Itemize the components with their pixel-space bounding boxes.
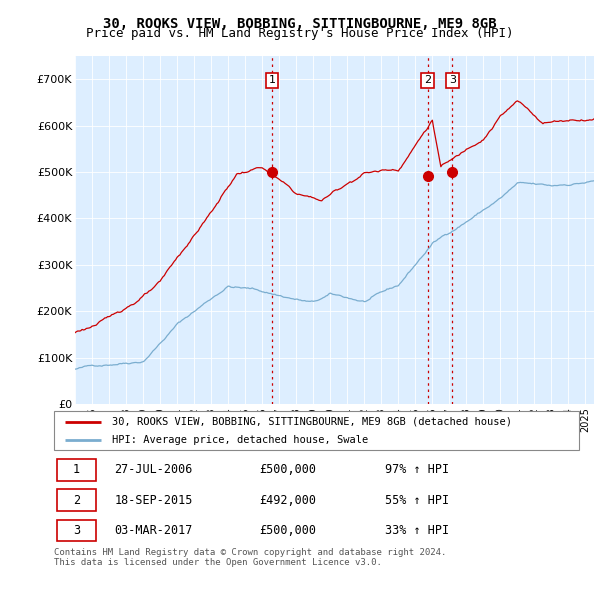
FancyBboxPatch shape: [56, 489, 96, 511]
FancyBboxPatch shape: [54, 411, 579, 450]
Text: 1: 1: [268, 76, 275, 86]
Text: Contains HM Land Registry data © Crown copyright and database right 2024.
This d: Contains HM Land Registry data © Crown c…: [54, 548, 446, 567]
Text: £500,000: £500,000: [259, 463, 316, 476]
Text: 3: 3: [449, 76, 456, 86]
Text: HPI: Average price, detached house, Swale: HPI: Average price, detached house, Swal…: [112, 435, 368, 445]
FancyBboxPatch shape: [56, 520, 96, 542]
Text: £492,000: £492,000: [259, 493, 316, 507]
Text: 18-SEP-2015: 18-SEP-2015: [115, 493, 193, 507]
Text: 30, ROOKS VIEW, BOBBING, SITTINGBOURNE, ME9 8GB (detached house): 30, ROOKS VIEW, BOBBING, SITTINGBOURNE, …: [112, 417, 512, 427]
Text: 2: 2: [73, 493, 80, 507]
Text: 30, ROOKS VIEW, BOBBING, SITTINGBOURNE, ME9 8GB: 30, ROOKS VIEW, BOBBING, SITTINGBOURNE, …: [103, 17, 497, 31]
FancyBboxPatch shape: [56, 458, 96, 480]
Text: 1: 1: [73, 463, 80, 476]
Text: 55% ↑ HPI: 55% ↑ HPI: [385, 493, 449, 507]
Text: 33% ↑ HPI: 33% ↑ HPI: [385, 524, 449, 537]
Text: 27-JUL-2006: 27-JUL-2006: [115, 463, 193, 476]
Text: 03-MAR-2017: 03-MAR-2017: [115, 524, 193, 537]
Text: 97% ↑ HPI: 97% ↑ HPI: [385, 463, 449, 476]
Text: £500,000: £500,000: [259, 524, 316, 537]
Text: 3: 3: [73, 524, 80, 537]
Text: Price paid vs. HM Land Registry's House Price Index (HPI): Price paid vs. HM Land Registry's House …: [86, 27, 514, 40]
Text: 2: 2: [424, 76, 431, 86]
